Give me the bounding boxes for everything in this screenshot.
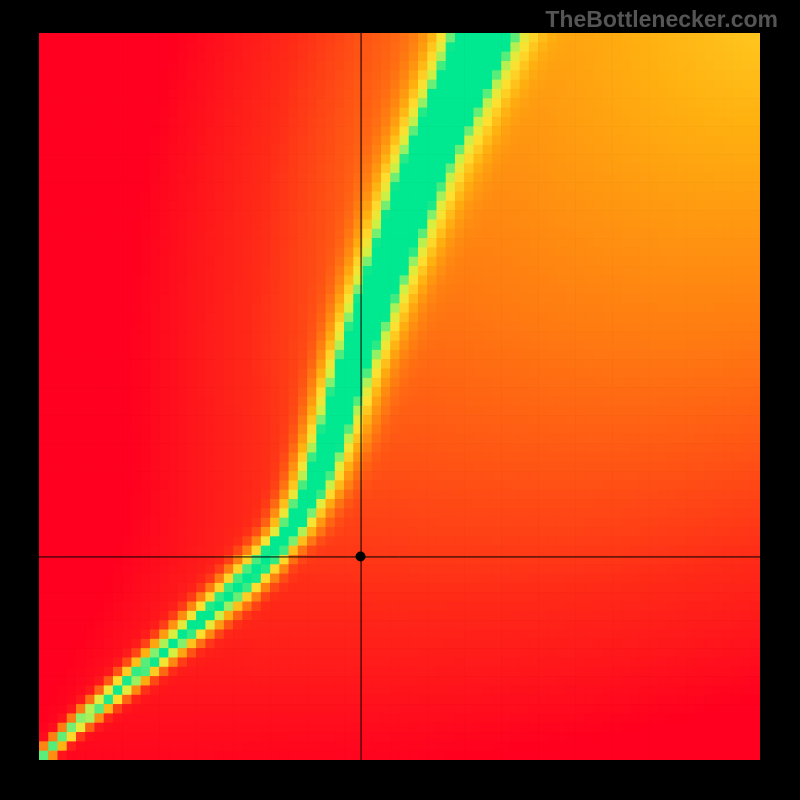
heatmap-canvas <box>39 33 760 760</box>
chart-container: TheBottlenecker.com <box>0 0 800 800</box>
watermark-text: TheBottlenecker.com <box>545 6 778 33</box>
